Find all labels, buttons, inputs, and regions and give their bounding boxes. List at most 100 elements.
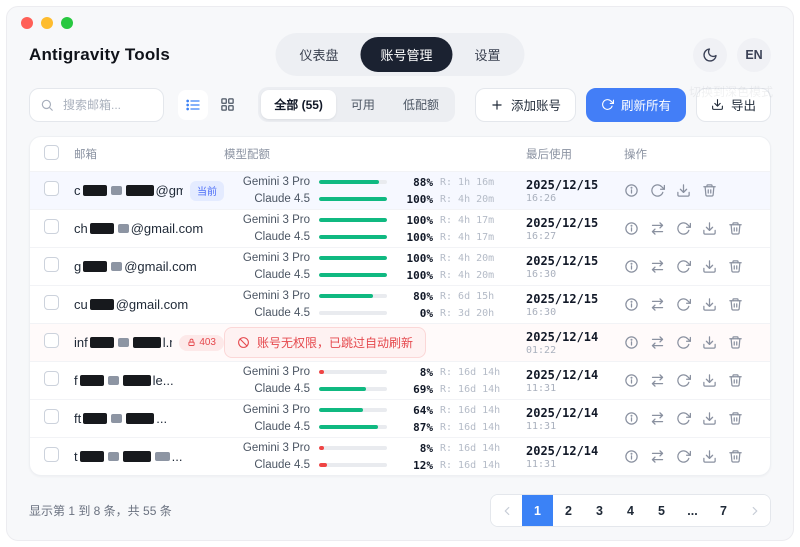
refresh-action-button[interactable] — [676, 449, 691, 464]
next-page-button[interactable] — [739, 495, 770, 526]
download-icon — [703, 222, 716, 235]
page-button-1[interactable]: 1 — [522, 495, 553, 526]
info-action-button[interactable] — [624, 259, 639, 274]
info-action-button[interactable] — [624, 335, 639, 350]
page-button-7[interactable]: 7 — [708, 495, 739, 526]
table-row: c@gmail.com 当前 Gemini 3 Pro 88% R: 1h 16m Cla… — [30, 171, 770, 209]
refresh-action-button[interactable] — [676, 221, 691, 236]
info-action-button[interactable] — [624, 297, 639, 312]
error-text: 账号无权限，已跳过自动刷新 — [257, 336, 414, 350]
select-all-checkbox[interactable] — [44, 145, 59, 160]
row-checkbox[interactable] — [44, 218, 59, 234]
row-checkbox[interactable] — [44, 446, 59, 462]
trash-action-button[interactable] — [702, 183, 717, 198]
download-action-button[interactable] — [702, 449, 717, 464]
download-action-button[interactable] — [676, 183, 691, 198]
maximize-window-button[interactable] — [61, 17, 73, 29]
page-ellipsis: ... — [677, 495, 708, 526]
row-checkbox[interactable] — [44, 408, 59, 424]
model-name: Gemini 3 Pro — [242, 366, 310, 378]
page-button-3[interactable]: 3 — [584, 495, 615, 526]
quota-progress-bar — [319, 256, 387, 260]
account-email: ft... — [74, 411, 168, 426]
trash-action-button[interactable] — [728, 259, 743, 274]
refresh-action-button[interactable] — [650, 183, 665, 198]
refresh-action-button[interactable] — [676, 297, 691, 312]
download-action-button[interactable] — [702, 335, 717, 350]
swap-action-button[interactable] — [650, 221, 665, 236]
download-icon — [703, 298, 716, 311]
grid-view-button[interactable] — [212, 90, 242, 120]
model-name: Gemini 3 Pro — [242, 442, 310, 454]
language-button[interactable]: EN — [737, 38, 771, 72]
refresh-action-button[interactable] — [676, 259, 691, 274]
search-input[interactable] — [61, 96, 154, 113]
trash-action-button[interactable] — [728, 411, 743, 426]
row-checkbox[interactable] — [44, 256, 59, 272]
redacted-text — [117, 224, 129, 233]
info-action-button[interactable] — [624, 183, 639, 198]
download-action-button[interactable] — [702, 259, 717, 274]
table-row: ft... Gemini 3 Pro 64% R: 16d 14h Claude 4.5… — [30, 399, 770, 437]
download-icon — [712, 99, 723, 110]
previous-page-button[interactable] — [491, 495, 522, 526]
page-button-4[interactable]: 4 — [615, 495, 646, 526]
export-button[interactable]: 导出 — [695, 87, 771, 122]
refresh-all-button[interactable]: 刷新所有 — [585, 87, 686, 122]
row-checkbox[interactable] — [44, 370, 59, 386]
swap-action-button[interactable] — [650, 449, 665, 464]
swap-action-button[interactable] — [650, 411, 665, 426]
refresh-action-button[interactable] — [676, 373, 691, 388]
page-button-2[interactable]: 2 — [553, 495, 584, 526]
quota-percent: 8% — [419, 441, 433, 455]
swap-action-button[interactable] — [650, 335, 665, 350]
close-window-button[interactable] — [21, 17, 33, 29]
row-checkbox[interactable] — [44, 180, 59, 196]
row-checkbox[interactable] — [44, 294, 59, 310]
theme-tooltip: 切换到深色模式 — [688, 85, 773, 99]
trash-action-button[interactable] — [728, 221, 743, 236]
trash-action-button[interactable] — [728, 373, 743, 388]
tab-dashboard[interactable]: 仪表盘 — [279, 37, 358, 72]
swap-action-button[interactable] — [650, 373, 665, 388]
download-icon — [703, 260, 716, 273]
trash-action-button[interactable] — [728, 449, 743, 464]
page-button-5[interactable]: 5 — [646, 495, 677, 526]
row-checkbox[interactable] — [44, 332, 59, 348]
download-action-button[interactable] — [702, 221, 717, 236]
refresh-action-button[interactable] — [676, 411, 691, 426]
tab-accounts[interactable]: 账号管理 — [360, 37, 453, 72]
list-view-button[interactable] — [178, 89, 209, 120]
download-icon — [703, 412, 716, 425]
filter-low-quota[interactable]: 低配额 — [390, 90, 452, 119]
swap-icon — [651, 222, 664, 235]
info-action-button[interactable] — [624, 449, 639, 464]
info-action-button[interactable] — [624, 373, 639, 388]
trash-action-button[interactable] — [728, 335, 743, 350]
info-icon — [625, 260, 638, 273]
redacted-text — [125, 185, 154, 196]
add-account-button[interactable]: 添加账号 — [474, 87, 576, 122]
swap-action-button[interactable] — [650, 259, 665, 274]
minimize-window-button[interactable] — [41, 17, 53, 29]
trash-action-button[interactable] — [728, 297, 743, 312]
download-action-button[interactable] — [702, 373, 717, 388]
redacted-text — [122, 451, 151, 462]
swap-action-button[interactable] — [650, 297, 665, 312]
filter-group: 全部 (55) 可用 低配额 — [258, 87, 455, 122]
info-action-button[interactable] — [624, 221, 639, 236]
quota-progress-bar — [319, 180, 387, 184]
redacted-text — [89, 337, 114, 348]
redacted-text — [154, 452, 170, 461]
last-used-date: 2025/12/14 — [526, 367, 599, 382]
info-action-button[interactable] — [624, 411, 639, 426]
theme-toggle-button[interactable] — [693, 38, 727, 72]
refresh-action-button[interactable] — [676, 335, 691, 350]
download-action-button[interactable] — [702, 411, 717, 426]
tab-settings[interactable]: 设置 — [455, 37, 521, 72]
download-action-button[interactable] — [702, 297, 717, 312]
filter-all[interactable]: 全部 (55) — [261, 90, 336, 119]
info-icon — [625, 374, 638, 387]
filter-available[interactable]: 可用 — [338, 90, 388, 119]
account-email: t... — [74, 449, 183, 464]
